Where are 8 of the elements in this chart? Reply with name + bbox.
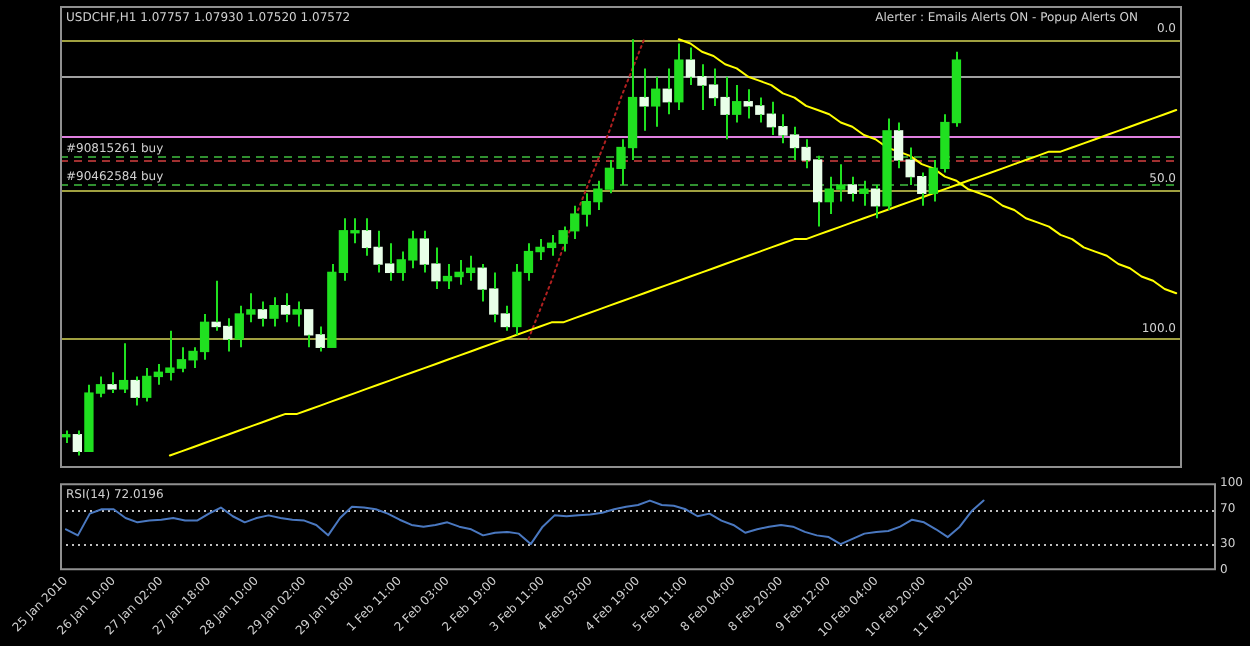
candlestick xyxy=(292,300,302,328)
candlestick xyxy=(859,179,869,207)
candlestick xyxy=(269,296,279,328)
candlestick xyxy=(732,84,742,124)
candlestick xyxy=(651,75,661,128)
candlestick xyxy=(118,342,129,395)
candlestick xyxy=(882,117,892,211)
candlestick xyxy=(674,42,684,112)
